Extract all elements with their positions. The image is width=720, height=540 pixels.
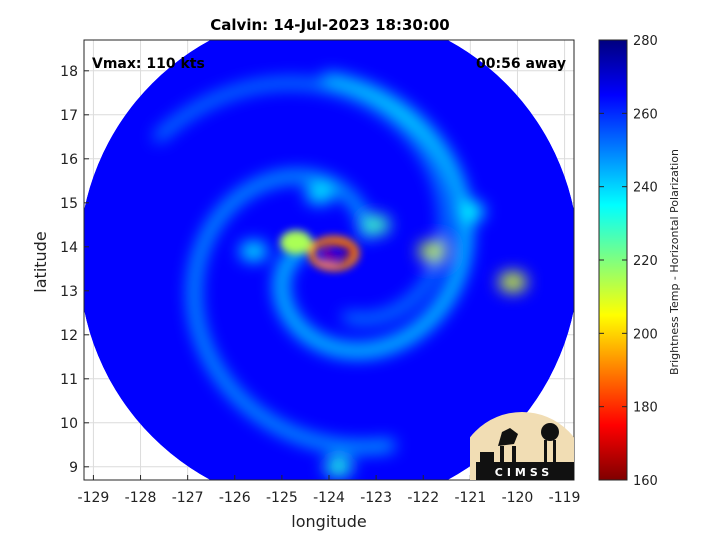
inner-band-blob	[280, 230, 313, 255]
x-tick-label: -127	[172, 490, 204, 506]
colorbar-label: Brightness Temp - Horizontal Polarizatio…	[668, 149, 681, 375]
time-away-annotation: 00:56 away	[476, 56, 566, 72]
y-tick-label: 17	[60, 108, 78, 124]
colorbar-tick-label: 160	[633, 474, 658, 489]
y-tick-label: 12	[60, 328, 78, 344]
x-tick-label: -129	[78, 490, 110, 506]
colorbar-tick-label: 240	[633, 181, 658, 196]
y-tick-label: 13	[60, 284, 78, 300]
colorbar-tick-label: 180	[633, 401, 658, 416]
x-tick-label: -128	[125, 490, 157, 506]
y-tick-label: 11	[60, 372, 78, 388]
spiral-band	[154, 78, 451, 325]
x-tick-label: -125	[266, 490, 298, 506]
y-tick-label: 9	[69, 460, 78, 476]
spiral-band	[274, 73, 473, 358]
y-tick-label: 16	[60, 152, 78, 168]
colorbar-tick-label: 220	[633, 254, 658, 269]
logo-text: CIMSS	[495, 466, 553, 479]
water-tower-icon	[541, 423, 559, 441]
rainband-blob	[498, 272, 527, 292]
x-axis-ticks: -129 -128 -127 -126 -125 -124 -123 -122 -121 -120…	[78, 475, 581, 506]
colorbar-tick-label: 200	[633, 327, 658, 342]
colorbar-tick-label: 280	[633, 34, 658, 49]
colorbar-tick-label: 260	[633, 107, 658, 122]
x-tick-label: -120	[502, 490, 534, 506]
x-tick-label: -121	[454, 490, 486, 506]
cimss-logo: CIMSS	[470, 412, 574, 480]
eyewall-ring	[308, 235, 360, 271]
rainband-blob	[362, 214, 391, 235]
vmax-annotation: Vmax: 110 kts	[92, 56, 205, 72]
x-tick-label: -126	[219, 490, 251, 506]
microwave-swath	[84, 40, 574, 480]
rainbands	[154, 73, 527, 477]
x-tick-label: -123	[360, 490, 392, 506]
y-tick-label: 10	[60, 416, 78, 432]
y-axis-label: latitude	[31, 231, 50, 292]
y-tick-label: 14	[60, 240, 78, 256]
chart-title: Calvin: 14-Jul-2023 18:30:00	[210, 16, 449, 34]
rainband-blob	[305, 184, 334, 204]
colorbar-ticks: 160 180 200 220 240 260 280	[599, 34, 658, 489]
x-axis-label: longitude	[291, 512, 366, 531]
x-tick-label: -124	[313, 490, 345, 506]
rainband-blob	[239, 241, 268, 262]
storm-core	[280, 230, 360, 271]
x-tick-label: -119	[549, 490, 581, 506]
y-tick-label: 15	[60, 196, 78, 212]
satellite-dish-icon	[498, 428, 518, 446]
eyewall-inner	[322, 243, 354, 259]
y-axis-ticks: 9 10 11 12 13 14 15 16 17 18	[60, 64, 89, 476]
spiral-band	[188, 170, 396, 454]
x-tick-label: -122	[407, 490, 439, 506]
rainband-blob	[418, 241, 447, 262]
rainband-blob	[324, 456, 353, 477]
rainband-blob	[456, 201, 485, 222]
y-tick-label: 18	[60, 64, 78, 80]
